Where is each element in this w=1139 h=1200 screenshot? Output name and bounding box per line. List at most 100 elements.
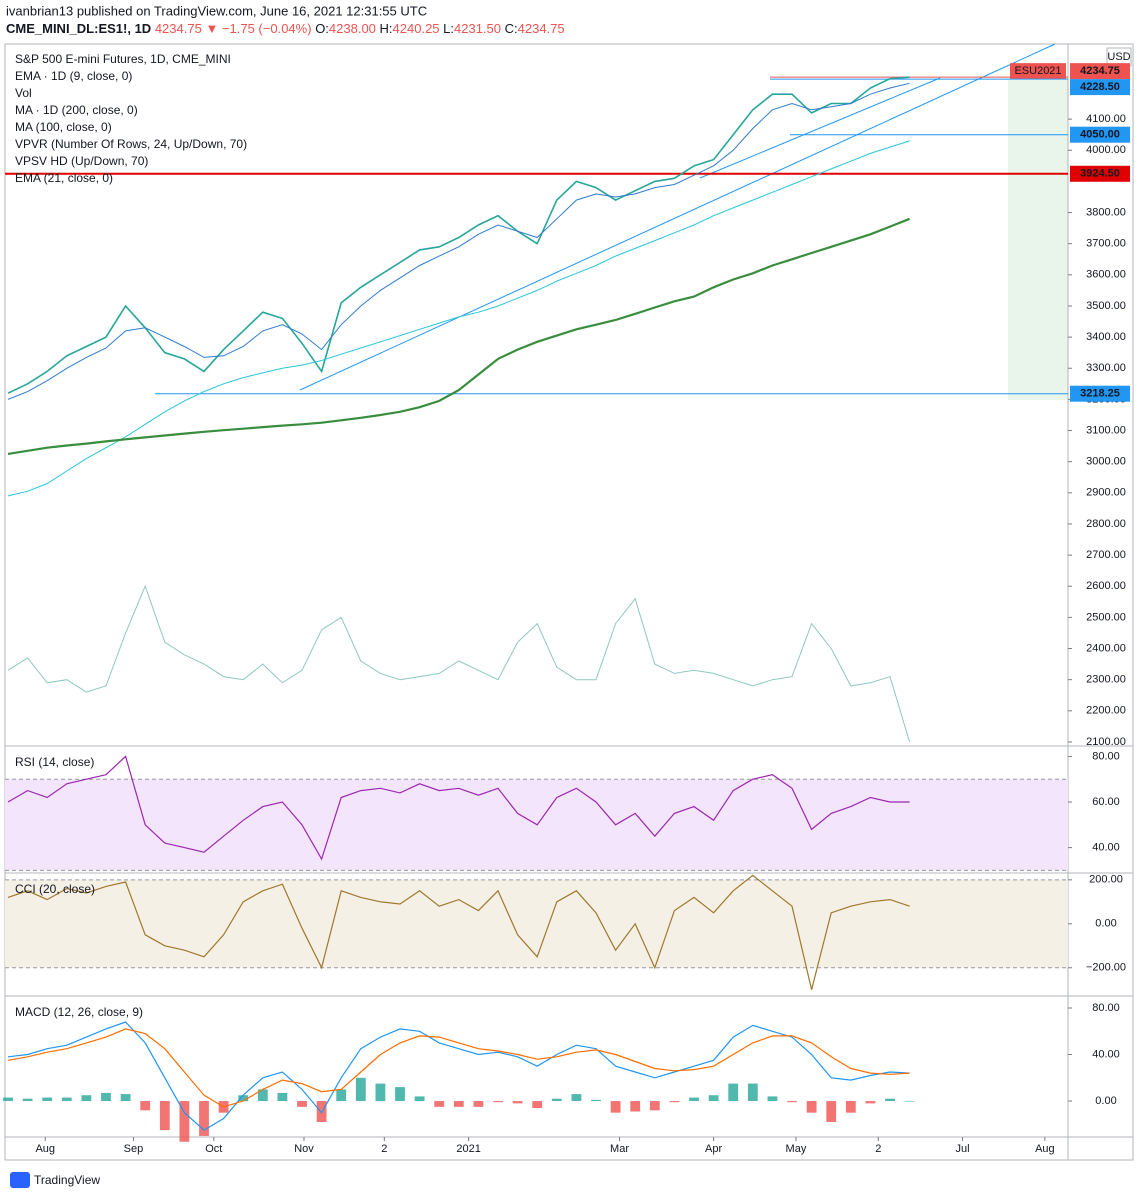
x-tick-label: 2 <box>381 1143 387 1155</box>
price-label-box <box>1070 126 1130 143</box>
x-tick-label: 2021 <box>456 1143 480 1155</box>
x-tick-label: Apr <box>705 1143 722 1155</box>
histogram-bar <box>689 1097 699 1102</box>
h-label: H: <box>380 21 393 36</box>
y-tick-label: 60.00 <box>1092 796 1120 808</box>
histogram-bar <box>395 1087 405 1102</box>
histogram-bar <box>767 1096 778 1102</box>
legend-entry: MA · 1D (200, close, 0) <box>15 103 138 117</box>
y-tick-label: 80.00 <box>1092 1002 1120 1014</box>
histogram-bar <box>336 1089 347 1102</box>
y-tick-label: 3400.00 <box>1086 331 1126 343</box>
series-line <box>7 76 910 394</box>
x-tick-label: Mar <box>610 1143 629 1155</box>
x-tick-label: Jul <box>956 1143 970 1155</box>
histogram-bar <box>747 1083 758 1102</box>
price-label: 4228.50 <box>1080 81 1120 93</box>
l-label: L: <box>443 21 454 36</box>
x-tick-label: Aug <box>35 1143 55 1155</box>
y-tick-label: 80.00 <box>1092 750 1120 762</box>
histogram-bar <box>199 1101 209 1136</box>
x-tick-label: Aug <box>1035 1143 1055 1155</box>
histogram-bar <box>708 1095 719 1102</box>
y-tick-label: 2600.00 <box>1086 580 1126 592</box>
c-value: 4234.75 <box>518 21 565 36</box>
histogram-bar <box>669 1101 680 1103</box>
price-label: 4050.00 <box>1080 129 1120 141</box>
band <box>5 879 1068 968</box>
histogram-bar <box>845 1101 856 1113</box>
histogram-bar <box>571 1094 582 1102</box>
symbol-line: CME_MINI_DL:ES1!, 1D 4234.75 ▼ −1.75 (−0… <box>6 21 565 36</box>
chart-frame <box>4 43 1134 1161</box>
x-tick-label: Oct <box>205 1143 222 1155</box>
trend-line <box>699 77 941 179</box>
histogram-bar <box>826 1101 837 1122</box>
volume-profile-area <box>1008 80 1068 400</box>
series-line <box>7 755 910 861</box>
x-tick-label: Nov <box>294 1143 314 1155</box>
histogram-bar <box>414 1096 425 1102</box>
histogram-bar <box>81 1095 92 1102</box>
pane-title: RSI (14, close) <box>15 755 94 769</box>
histogram-bar <box>140 1101 151 1111</box>
y-tick-label: 2900.00 <box>1086 487 1126 499</box>
histogram-bar <box>787 1101 797 1103</box>
histogram-bar <box>61 1097 72 1102</box>
price-label-box <box>1070 385 1130 402</box>
y-tick-label: 3300.00 <box>1086 362 1126 374</box>
legend-entry: EMA (21, close, 0) <box>15 171 113 185</box>
series-line <box>7 1028 910 1108</box>
y-tick-label: 2400.00 <box>1086 642 1126 654</box>
y-tick-label: 2500.00 <box>1086 611 1126 623</box>
legend-entry: VPSV HD (Up/Down, 70) <box>15 154 148 168</box>
legend-entry: MA (100, close, 0) <box>15 120 112 134</box>
histogram-bar <box>610 1101 621 1113</box>
series-line <box>7 82 910 400</box>
o-label: O: <box>315 21 329 36</box>
y-tick-label: 2300.00 <box>1086 674 1126 686</box>
histogram-bar <box>238 1095 249 1102</box>
price-label: 3218.25 <box>1080 388 1120 400</box>
y-tick-label: 3600.00 <box>1086 269 1126 281</box>
y-tick-label: 0.00 <box>1095 1095 1116 1107</box>
y-tick-label: 0.00 <box>1095 918 1116 930</box>
histogram-bar <box>728 1083 739 1102</box>
currency: USD <box>1107 51 1130 63</box>
y-tick-label: 4000.00 <box>1086 144 1126 156</box>
histogram-bar <box>806 1101 817 1113</box>
series-line <box>7 140 910 497</box>
y-tick-label: 2800.00 <box>1086 518 1126 530</box>
histogram-bar <box>453 1101 464 1107</box>
logo-icon <box>10 1172 30 1188</box>
pane-title: CCI (20, close) <box>15 882 95 896</box>
histogram-bar <box>101 1092 111 1102</box>
histogram-bar <box>22 1098 33 1102</box>
tag-box <box>1010 63 1066 80</box>
legend-entry: EMA · 1D (9, close, 0) <box>15 69 132 83</box>
legend-entry: Vol <box>15 86 32 100</box>
price-label-box <box>1070 79 1130 96</box>
y-tick-label: 3100.00 <box>1086 424 1126 436</box>
histogram-bar <box>355 1077 366 1102</box>
histogram-bar <box>42 1097 53 1102</box>
y-tick-label: 3500.00 <box>1086 300 1126 312</box>
y-tick-label: 2700.00 <box>1086 549 1126 561</box>
legend-entry: VPVR (Number Of Rows, 24, Up/Down, 70) <box>15 137 247 151</box>
y-tick-label: 200.00 <box>1089 874 1123 886</box>
price-label: 3924.50 <box>1080 168 1120 180</box>
series-line <box>7 584 911 743</box>
trend-line <box>299 43 1056 391</box>
histogram-bar <box>493 1101 503 1103</box>
histogram-bar <box>512 1101 523 1104</box>
price-label-box <box>1070 165 1130 182</box>
series-line <box>7 1021 910 1131</box>
histogram-bar <box>434 1101 445 1107</box>
h-value: 4240.25 <box>393 21 440 36</box>
histogram-bar <box>865 1101 876 1104</box>
pane-title: MACD (12, 26, close, 9) <box>15 1005 143 1019</box>
y-tick-label: 40.00 <box>1092 1048 1120 1060</box>
histogram-bar <box>591 1099 601 1102</box>
y-tick-label: 2200.00 <box>1086 705 1126 717</box>
y-tick-label: 4100.00 <box>1086 113 1126 125</box>
